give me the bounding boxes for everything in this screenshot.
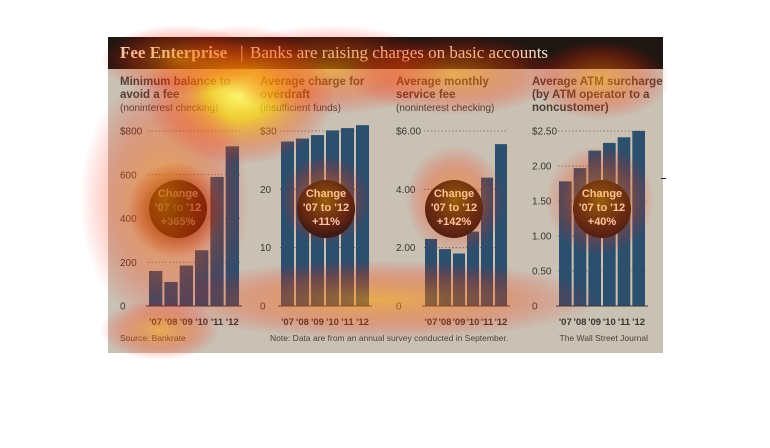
x-tick-label: '10 — [603, 317, 616, 328]
change-badge-label: Change — [306, 188, 346, 200]
y-tick-label: 0.50 — [532, 267, 552, 278]
change-badge-label: Change — [582, 188, 622, 200]
panel-subtitle: (noninterest checking) — [396, 103, 494, 114]
x-tick-label: '10 — [326, 317, 339, 328]
y-tick-label: $2.50 — [532, 127, 557, 138]
publisher-credit: The Wall Street Journal — [560, 333, 649, 343]
panel-title: avoid a fee — [120, 89, 179, 101]
change-badge-value: +11% — [312, 216, 340, 228]
y-tick-label: 0 — [396, 302, 402, 313]
x-tick-label: '10 — [467, 317, 480, 328]
panel-title: (by ATM operator to a — [532, 89, 650, 101]
x-tick-label: '07 — [149, 317, 162, 328]
change-badge-label: Change — [158, 188, 198, 200]
y-tick-label: 200 — [120, 258, 137, 269]
x-tick-label: '11 — [211, 317, 224, 328]
panel-title: Average monthly — [396, 76, 489, 88]
x-tick-label: '11 — [618, 317, 631, 328]
y-tick-label: 1.50 — [532, 197, 552, 208]
x-tick-label: '09 — [453, 317, 466, 328]
x-tick-label: '08 — [574, 317, 587, 328]
bar — [195, 250, 209, 306]
change-badge-label: Change — [434, 188, 474, 200]
bar — [149, 271, 163, 306]
panel-title: Minimum balance to — [120, 76, 231, 88]
x-tick-label: '09 — [180, 317, 193, 328]
x-tick-label: '11 — [481, 317, 494, 328]
y-tick-label: $30 — [260, 127, 277, 138]
y-tick-label: 20 — [260, 185, 272, 196]
x-tick-label: '07 — [281, 317, 294, 328]
change-badge-period: '07 to '12 — [579, 202, 625, 214]
panel-title: Average ATM surcharge — [532, 76, 663, 88]
bar — [179, 265, 193, 306]
x-tick-label: '10 — [195, 317, 208, 328]
y-tick-label: $800 — [120, 127, 143, 138]
x-tick-label: '12 — [226, 317, 239, 328]
y-tick-label: 1.00 — [532, 232, 552, 243]
change-badge-period: '07 to '12 — [431, 202, 477, 214]
bar — [467, 231, 479, 306]
bar — [453, 253, 465, 306]
bar — [425, 238, 437, 306]
panel-subtitle: (insufficient funds) — [260, 103, 341, 114]
bar — [559, 181, 572, 306]
panel-title: noncustomer) — [532, 102, 609, 114]
x-tick-label: '08 — [439, 317, 452, 328]
y-tick-label: $6.00 — [396, 127, 421, 138]
bar — [439, 249, 451, 306]
source-note: Source: Bankrate — [120, 333, 186, 343]
title-separator: | — [240, 42, 244, 62]
x-tick-label: '11 — [341, 317, 354, 328]
x-tick-label: '12 — [356, 317, 369, 328]
bar — [225, 146, 239, 306]
change-badge-period: '07 to '12 — [303, 202, 349, 214]
bar — [281, 141, 294, 306]
x-tick-label: '07 — [425, 317, 438, 328]
panel-title: overdraft — [260, 89, 310, 101]
title-bar: Fee Enterprise | Banks are raising charg… — [108, 37, 663, 69]
y-tick-label: 2.00 — [396, 243, 416, 254]
y-tick-label: 0 — [260, 302, 266, 313]
y-tick-label: 2.00 — [532, 162, 552, 173]
change-badge-value: +142% — [437, 216, 472, 228]
bar — [356, 125, 369, 307]
change-badge-value: +40% — [588, 216, 617, 228]
y-tick-label: 0 — [120, 302, 126, 313]
y-tick-label: 10 — [260, 243, 272, 254]
change-badge-period: '07 to '12 — [155, 202, 201, 214]
x-tick-label: '09 — [588, 317, 601, 328]
footnote: Note: Data are from an annual survey con… — [270, 333, 508, 343]
x-tick-label: '08 — [296, 317, 309, 328]
bar — [481, 177, 493, 306]
chart-figure: Minimum balance to avoid a fee (noninteres… — [108, 37, 663, 353]
x-tick-label: '09 — [311, 317, 324, 328]
x-tick-label: '12 — [632, 317, 645, 328]
x-tick-label: '12 — [495, 317, 508, 328]
panel-title: Average charge for — [260, 76, 365, 88]
y-tick-label: 4.00 — [396, 185, 416, 196]
bar — [164, 281, 178, 306]
panel-subtitle: (noninterest checking) — [120, 103, 218, 114]
change-badge-value: +365% — [161, 216, 196, 228]
y-tick-label: 0 — [532, 302, 538, 313]
bar — [495, 144, 507, 306]
x-tick-label: '08 — [165, 317, 178, 328]
bar — [632, 131, 645, 306]
figure-subtitle: Banks are raising charges on basic accou… — [250, 43, 549, 62]
cursor-dash — [661, 178, 666, 179]
figure-title: Fee Enterprise — [120, 43, 228, 62]
panel-title: service fee — [396, 89, 455, 101]
bar — [210, 176, 224, 306]
y-tick-label: 600 — [120, 170, 137, 181]
x-tick-label: '07 — [559, 317, 572, 328]
y-tick-label: 400 — [120, 214, 137, 225]
